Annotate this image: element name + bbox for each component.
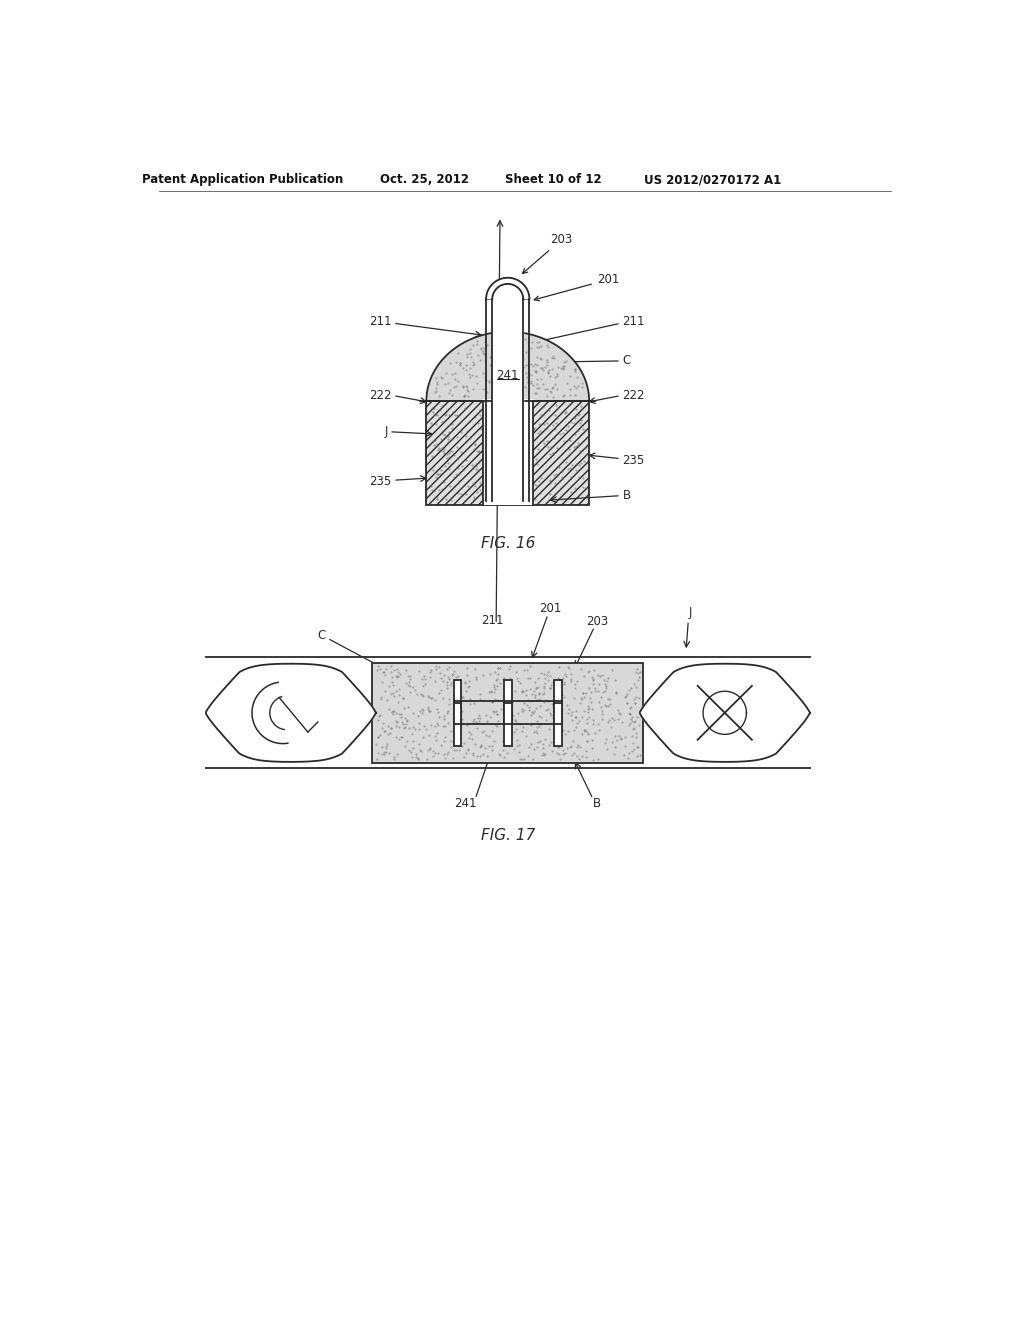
Text: 222: 222 [623,389,645,403]
Text: 235: 235 [370,475,391,488]
Polygon shape [486,277,529,300]
Polygon shape [426,331,589,401]
Bar [426,401,589,506]
Bar [504,680,512,722]
Bar [483,400,532,506]
Text: 235: 235 [623,454,645,467]
Text: US 2012/0270172 A1: US 2012/0270172 A1 [644,173,781,186]
Text: 241: 241 [497,370,519,381]
Text: B: B [593,797,601,810]
Text: 201: 201 [540,602,561,615]
Text: Patent Application Publication: Patent Application Publication [142,173,343,186]
Text: Sheet 10 of 12: Sheet 10 of 12 [505,173,602,186]
Text: J: J [688,606,691,619]
Text: C: C [623,354,631,367]
Text: FIG. 16: FIG. 16 [480,536,535,550]
Bar [504,704,512,746]
Bar [454,680,461,722]
Bar [554,704,562,746]
Polygon shape [640,664,810,762]
Text: Oct. 25, 2012: Oct. 25, 2012 [380,173,469,186]
Text: 203: 203 [522,234,572,273]
Text: 211: 211 [481,614,504,627]
Bar [554,680,562,722]
Text: FIG. 17: FIG. 17 [480,829,535,843]
Text: B: B [623,490,631,502]
Text: C: C [317,630,326,643]
Bar [454,704,461,746]
Text: J: J [384,425,388,438]
Polygon shape [493,300,523,502]
Bar [426,401,589,506]
Bar [372,663,643,763]
Text: 201: 201 [535,273,620,301]
Text: 211: 211 [623,315,645,329]
Text: 203: 203 [586,615,608,628]
Polygon shape [206,664,376,762]
Text: 222: 222 [369,389,391,403]
Polygon shape [493,284,523,300]
Text: 211: 211 [369,315,391,329]
Text: 241: 241 [455,797,477,810]
